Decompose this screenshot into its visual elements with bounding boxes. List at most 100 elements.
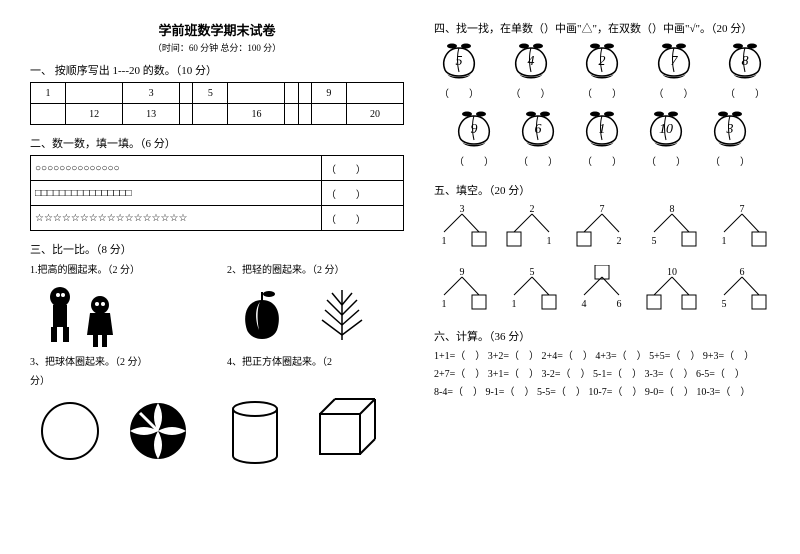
question-1: 一、 按顺序写出 1---20 的数。（10 分） 1359 12131620 (30, 62, 404, 125)
svg-text:10: 10 (667, 267, 677, 278)
svg-text:1: 1 (442, 299, 447, 310)
peach-icon: 4 (509, 40, 553, 80)
peach-item: 6 (513, 108, 563, 151)
blank-cell: （ ） (321, 156, 403, 181)
cell (285, 104, 298, 125)
peach-item: 8 (720, 40, 770, 83)
svg-text:6: 6 (535, 122, 542, 137)
peach-icon: 1 (580, 108, 624, 148)
svg-text:7: 7 (670, 54, 678, 69)
peach-item: 4 (506, 40, 556, 83)
peach-item: 7 (649, 40, 699, 83)
svg-text:2: 2 (530, 204, 535, 215)
svg-text:1: 1 (599, 122, 606, 137)
cell (66, 83, 123, 104)
number-bond-icon: 51 (504, 265, 560, 311)
peach-icon: 9 (452, 108, 496, 148)
cell: 9 (311, 83, 346, 104)
number-bond-icon: 91 (434, 265, 490, 311)
cell: 3 (123, 83, 180, 104)
shapes-cell: ○○○○○○○○○○○○○○ (31, 156, 322, 181)
peach-icon: 2 (580, 40, 624, 80)
svg-text:5: 5 (456, 54, 463, 69)
svg-text:7: 7 (740, 204, 745, 215)
paren-blank: （ ） (434, 85, 484, 100)
svg-text:10: 10 (659, 122, 673, 137)
calc-line: 2+7=（ ） 3+1=（ ） 3-2=（ ） 5-1=（ ） 3-3=（ ） … (434, 366, 770, 384)
q2-heading: 二、数一数，填一填。（6 分） (30, 135, 404, 151)
number-bond: 51 (504, 265, 560, 314)
svg-text:4: 4 (582, 299, 587, 310)
paren-blank: （ ） (705, 153, 755, 168)
q4-heading: 四、找一找，在单数（）中画"△"，在双数（）中画"√"。（20 分） (434, 20, 770, 36)
question-5: 五、填空。（20 分） 31 21 72 85 71 91 51 46 10 6… (434, 182, 770, 314)
peach-item: 3 (705, 108, 755, 151)
svg-text:7: 7 (600, 204, 605, 215)
svg-text:6: 6 (617, 299, 622, 310)
number-bond-icon: 72 (574, 202, 630, 248)
svg-text:5: 5 (722, 299, 727, 310)
table-row: □□□□□□□□□□□□□□□□（ ） (31, 181, 404, 206)
svg-text:3: 3 (460, 204, 465, 215)
cell (346, 83, 403, 104)
table-row: 1 35 9 (31, 83, 404, 104)
paren-blank: （ ） (577, 153, 627, 168)
cell (180, 104, 193, 125)
number-bond: 31 (434, 202, 490, 251)
number-bond: 10 (644, 265, 700, 314)
svg-text:3: 3 (726, 122, 734, 137)
peach-item: 1 (577, 108, 627, 151)
svg-text:4: 4 (527, 54, 534, 69)
calc-line: 8-4=（ ） 9-1=（ ） 5-5=（ ） 10-7=（ ） 9-0=（ ）… (434, 384, 770, 402)
cell: 5 (193, 83, 228, 104)
page-subtitle: （时间：60 分钟 总分：100 分） (30, 41, 404, 54)
q5-heading: 五、填空。（20 分） (434, 182, 770, 198)
cell: 1 (31, 83, 66, 104)
peach-icon: 7 (652, 40, 696, 80)
paren-blank: （ ） (513, 153, 563, 168)
table-row: 12131620 (31, 104, 404, 125)
number-bond: 72 (574, 202, 630, 251)
number-bond: 65 (714, 265, 770, 314)
cell (180, 83, 193, 104)
cell: 12 (66, 104, 123, 125)
svg-text:6: 6 (740, 267, 745, 278)
number-bond: 91 (434, 265, 490, 314)
cell (311, 104, 346, 125)
peach-icon: 3 (708, 108, 752, 148)
svg-text:1: 1 (547, 236, 552, 247)
svg-text:8: 8 (670, 204, 675, 215)
cell (193, 104, 228, 125)
q3-s4: 4、把正方体圈起来。（2 (227, 353, 404, 368)
peach-item: 5 (434, 40, 484, 83)
cell (298, 104, 311, 125)
kids-icon (30, 280, 150, 350)
cell (31, 104, 66, 125)
q3-s4b: 分） (30, 372, 404, 387)
peach-icon: 8 (723, 40, 767, 80)
svg-text:9: 9 (460, 267, 465, 278)
paren-blank: （ ） (577, 85, 627, 100)
blank-cell: （ ） (321, 181, 403, 206)
number-bond-icon: 71 (714, 202, 770, 248)
number-bond: 85 (644, 202, 700, 251)
table-row: ○○○○○○○○○○○○○○（ ） (31, 156, 404, 181)
q1-table: 1359 12131620 (30, 82, 404, 125)
cell: 13 (123, 104, 180, 125)
svg-text:1: 1 (442, 236, 447, 247)
number-bond-icon: 65 (714, 265, 770, 311)
peach-icon: 10 (644, 108, 688, 148)
shapes-cell: □□□□□□□□□□□□□□□□ (31, 181, 322, 206)
q2-table: ○○○○○○○○○○○○○○（ ） □□□□□□□□□□□□□□□□（ ） ☆☆… (30, 155, 404, 231)
number-bond-icon: 46 (574, 265, 630, 311)
svg-text:1: 1 (512, 299, 517, 310)
svg-text:8: 8 (742, 54, 749, 69)
peach-item: 2 (577, 40, 627, 83)
number-bond-icon: 21 (504, 202, 560, 248)
q1-heading: 一、 按顺序写出 1---20 的数。（10 分） (30, 62, 404, 78)
q3-s3: 3、把球体圈起来。（2 分） (30, 353, 207, 368)
cell: 20 (346, 104, 403, 125)
question-3: 三、比一比。（8 分） 1.把高的圈起来。（2 分） (30, 241, 404, 474)
number-bond-icon: 10 (644, 265, 700, 311)
peach-icon: 5 (437, 40, 481, 80)
